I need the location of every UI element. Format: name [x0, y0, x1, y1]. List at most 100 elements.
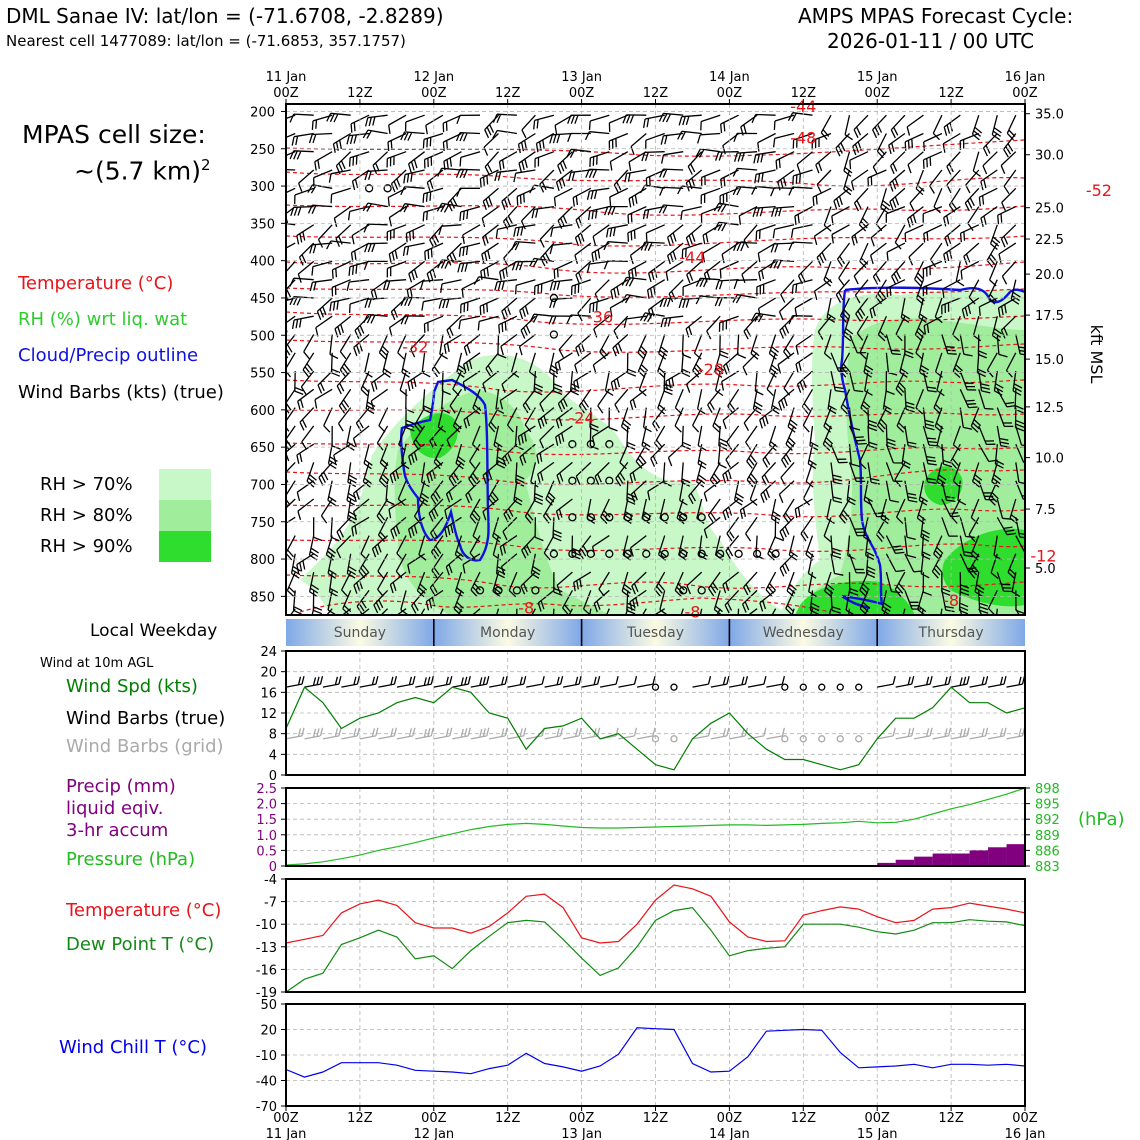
- wind-barb: [856, 315, 869, 341]
- wind-barbs-grid: [286, 727, 1025, 743]
- wind-barb: [614, 388, 629, 413]
- kft-tick-label: 22.5: [1035, 233, 1064, 248]
- wind-barb: [572, 187, 592, 207]
- wind-barb: [978, 297, 998, 316]
- isotherm-line: [286, 171, 1025, 187]
- wind-barb: [875, 279, 887, 305]
- wind-barb: [736, 334, 747, 359]
- wind-barb: [336, 370, 352, 395]
- wind-barb: [573, 571, 592, 592]
- forecast-title: AMPS MPAS Forecast Cycle:: [798, 4, 1074, 28]
- wind-barb: [934, 297, 943, 324]
- wind-barb: [500, 553, 518, 576]
- wind-barb: [641, 151, 665, 162]
- wind-barb: [990, 553, 999, 580]
- wind-barb: [658, 112, 684, 123]
- wind-barb: [853, 114, 869, 139]
- wind-barb: [842, 316, 854, 342]
- wind-barb: [631, 571, 647, 595]
- wind-barb: [660, 315, 684, 328]
- wind-barb: [722, 498, 740, 521]
- wind-barb: [480, 260, 499, 280]
- precip-bar: [951, 853, 970, 866]
- wind-barb: [695, 148, 721, 158]
- wind-barb: [652, 407, 666, 432]
- wind-barb: [823, 517, 832, 543]
- wind-barb: [848, 553, 866, 574]
- wind-barb: [959, 132, 980, 150]
- wind-barb: [331, 425, 341, 450]
- wind-barb: [371, 535, 389, 558]
- wind-barb: [771, 608, 777, 615]
- wind-barb: [307, 204, 333, 214]
- wind-barb: [788, 535, 798, 561]
- wind-barb: [471, 608, 481, 615]
- location-title: DML Sanae IV: lat/lon = (-71.6708, -2.82…: [6, 4, 444, 28]
- wind-barb: [396, 727, 416, 740]
- axis-tick-label: -10: [256, 1049, 277, 1064]
- wind-barb: [483, 133, 499, 156]
- wind-barb: [867, 425, 878, 450]
- wind-barb: [492, 517, 502, 543]
- wind-barb: [752, 389, 763, 415]
- wind-barb: [942, 279, 961, 299]
- wind-barb: [495, 608, 500, 615]
- wind-barb: [768, 334, 780, 360]
- wind-barb: [328, 169, 351, 183]
- forecast-cycle: 2026-01-11 / 00 UTC: [827, 29, 1035, 53]
- wind-barb: [577, 297, 592, 322]
- wind-barb: [439, 608, 444, 615]
- precip-bar: [1006, 844, 1025, 866]
- wind-barb: [707, 388, 721, 414]
- wind-barb: [454, 571, 465, 598]
- pressure-tick-label: 250: [250, 143, 275, 158]
- wind-barb: [316, 297, 333, 321]
- wind-barb: [986, 352, 998, 378]
- wind-barb: [347, 462, 358, 488]
- wind-barb: [537, 461, 555, 483]
- wind-barb: [469, 498, 481, 524]
- wind-barb: [378, 334, 390, 360]
- wind-barb: [331, 260, 351, 279]
- wind-barb: [286, 727, 305, 740]
- wind-barb: [458, 315, 481, 330]
- wind-barb: [514, 279, 536, 295]
- wind-barb: [969, 727, 989, 740]
- wind-barb: [922, 462, 937, 484]
- wind-barb: [795, 352, 813, 373]
- wind-barb: [553, 572, 563, 596]
- wind-barb: [426, 169, 444, 192]
- wind-barb: [660, 151, 684, 164]
- wind-barb: [952, 352, 963, 378]
- wind-barb: [615, 462, 629, 487]
- wind-barb: [685, 315, 703, 338]
- pressure-tick-label: 650: [250, 441, 275, 456]
- wind-barb: [352, 498, 370, 521]
- wind-barb: [733, 151, 758, 162]
- wind-barbs-grid-label: Wind Barbs (grid): [66, 736, 224, 757]
- wind-barb: [686, 260, 703, 284]
- wind-barb: [388, 114, 407, 134]
- wind-barb: [1015, 425, 1025, 446]
- wind-barb: [433, 676, 453, 688]
- legend-temperature: Temperature (°C): [18, 273, 174, 294]
- wind-barb: [895, 370, 906, 397]
- wind-barb: [628, 151, 647, 171]
- wind-barb: [297, 169, 315, 192]
- wind-barb: [502, 206, 518, 230]
- wind-barb: [430, 480, 444, 505]
- wind-barb: [540, 242, 555, 267]
- wind-barb: [436, 202, 462, 213]
- wind-barb: [550, 224, 573, 237]
- wind-barb: [788, 186, 813, 196]
- wind-barb: [904, 480, 918, 503]
- wind-barb: [641, 608, 647, 615]
- wind-barb: [507, 676, 527, 688]
- wind-barb: [429, 224, 444, 248]
- wind-barb: [831, 224, 850, 244]
- calm-wind-circle: [549, 293, 559, 303]
- wind-barb: [703, 480, 721, 502]
- wind-barb: [529, 257, 554, 268]
- wind-barb: [437, 167, 462, 177]
- bottom-date-label: 13 Jan: [561, 1127, 602, 1140]
